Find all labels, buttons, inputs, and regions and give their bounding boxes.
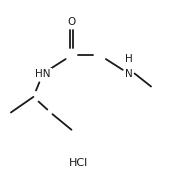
Text: HN: HN <box>35 69 51 79</box>
Text: N: N <box>125 69 132 79</box>
Text: O: O <box>67 17 76 28</box>
Text: HCl: HCl <box>69 158 88 168</box>
Text: H: H <box>125 54 132 64</box>
